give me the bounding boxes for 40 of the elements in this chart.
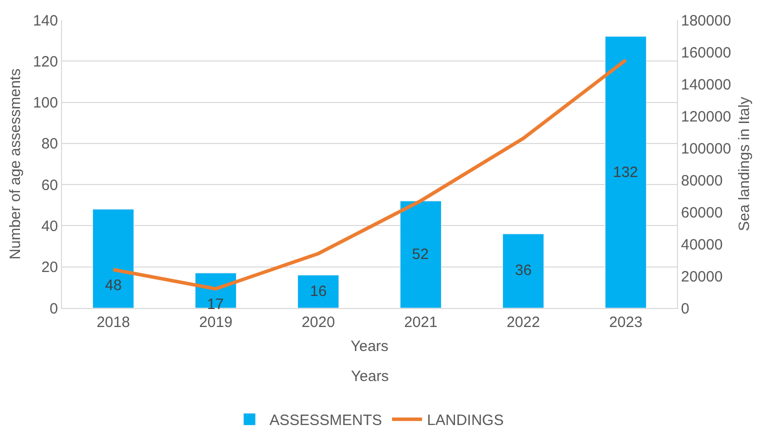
bar bbox=[298, 274, 339, 308]
x-tick-label: 2020 bbox=[302, 314, 335, 331]
data-label: 48 bbox=[105, 277, 122, 294]
x-tick-label: 2019 bbox=[199, 314, 232, 331]
legend-label: LANDINGS bbox=[427, 412, 504, 430]
y-tick-label: 60 bbox=[41, 176, 58, 194]
x-axis-title: Years bbox=[350, 338, 388, 355]
bar bbox=[400, 200, 442, 308]
data-label: 132 bbox=[613, 164, 638, 181]
x-tick-label: 2023 bbox=[609, 314, 642, 331]
legend-label: ASSESSMENTS bbox=[270, 412, 382, 430]
y2-tick-label: 180000 bbox=[681, 12, 732, 30]
bar bbox=[92, 209, 134, 308]
y2-axis-title: Sea landings in Italy bbox=[736, 96, 754, 232]
y-tick-label: 100 bbox=[32, 94, 58, 112]
x-tick-label: 2022 bbox=[506, 314, 540, 331]
y-tick-label: 20 bbox=[41, 259, 58, 276]
y-tick-label: 140 bbox=[32, 12, 58, 30]
y-tick-label: 0 bbox=[50, 300, 58, 318]
y2-tick-label: 0 bbox=[681, 300, 690, 318]
y2-tick-label: 80000 bbox=[681, 172, 723, 190]
y2-tick-label: 20000 bbox=[681, 268, 723, 286]
y2-tick-label: 60000 bbox=[681, 204, 723, 222]
y-tick-label: 120 bbox=[32, 53, 58, 70]
bar bbox=[605, 36, 646, 308]
y2-tick-label: 100000 bbox=[681, 140, 732, 158]
y2-tick-label: 40000 bbox=[681, 236, 723, 254]
y-tick-label: 40 bbox=[41, 218, 58, 235]
y-axis-title: Number of age assessments bbox=[7, 68, 24, 260]
bar bbox=[502, 234, 544, 308]
data-label: 52 bbox=[412, 246, 429, 263]
x-tick-label: 2021 bbox=[404, 314, 438, 331]
y-tick-label: 80 bbox=[41, 136, 58, 153]
y2-tick-label: 120000 bbox=[681, 108, 732, 126]
x-tick-label: 2018 bbox=[96, 314, 130, 331]
data-label: 16 bbox=[310, 283, 327, 300]
y2-tick-label: 160000 bbox=[681, 44, 732, 62]
data-label: 36 bbox=[515, 262, 532, 279]
text: Years bbox=[351, 368, 389, 385]
y2-tick-label: 140000 bbox=[681, 76, 732, 94]
